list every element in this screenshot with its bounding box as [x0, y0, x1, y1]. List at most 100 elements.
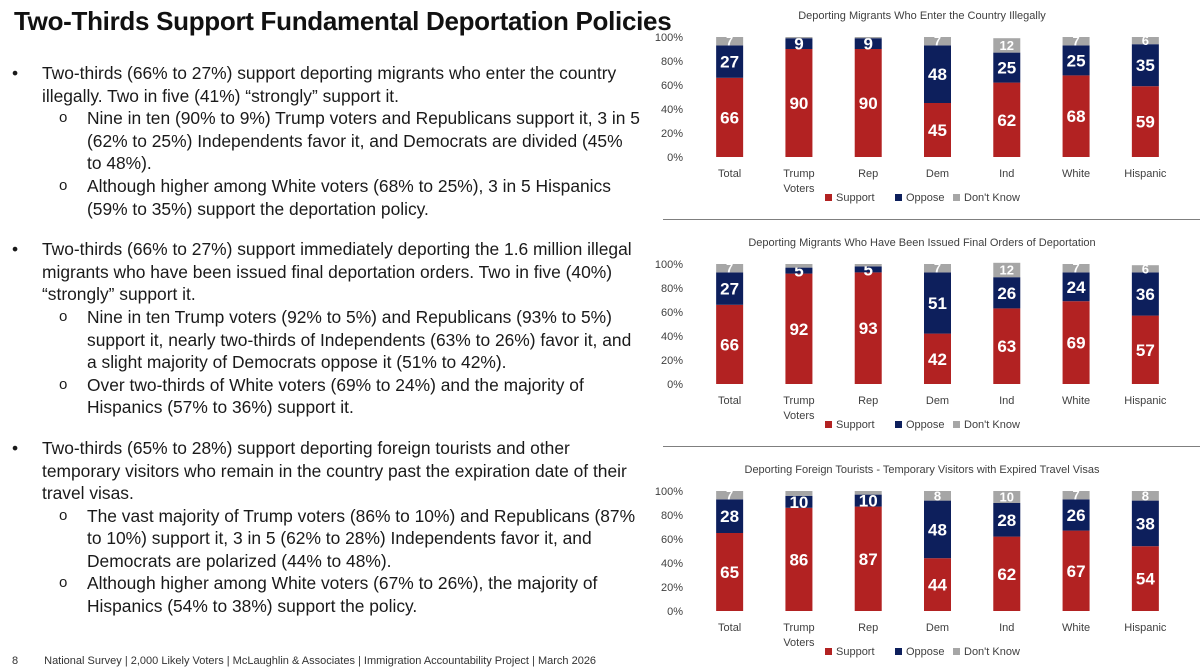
data-label: 8: [934, 488, 941, 503]
sub-bullet-item: o Although higher among White voters (68%…: [42, 175, 640, 220]
bar-segment-support: [1131, 86, 1159, 157]
bar-segment-don-t-know: [716, 37, 744, 46]
sub-bullet-item: o Over two-thirds of White voters (69% to…: [42, 374, 640, 419]
x-tick-label: Total: [718, 622, 741, 634]
data-label: 5: [794, 262, 803, 281]
bar-segment-oppose: [1062, 499, 1090, 531]
x-tick-label: Total: [718, 168, 741, 180]
data-label: 65: [720, 563, 739, 582]
data-label: 28: [720, 507, 739, 526]
charts-panel: Deporting Migrants Who Enter the Country…: [645, 0, 1200, 671]
data-label: 24: [1067, 278, 1086, 297]
sub-bullet-marker: o: [59, 574, 68, 592]
bullet-text: Two-thirds (66% to 27%) support deportin…: [42, 63, 617, 106]
legend-swatch: [895, 194, 902, 201]
page-title: Two-Thirds Support Fundamental Deportati…: [14, 6, 672, 36]
data-label: 45: [928, 121, 947, 140]
bar-segment-support: [785, 49, 813, 157]
sub-bullet-item: o The vast majority of Trump voters (86% …: [42, 505, 640, 573]
x-tick-label: Hispanic: [1124, 395, 1167, 407]
bar-segment-oppose: [785, 267, 813, 274]
chart-illegal-entry: Deporting Migrants Who Enter the Country…: [655, 10, 1167, 204]
data-label: 10: [789, 493, 808, 512]
bar-segment-support: [716, 533, 744, 611]
data-label: 27: [720, 280, 739, 299]
chart-final-orders: Deporting Migrants Who Have Been Issued …: [655, 237, 1167, 431]
bar-segment-oppose: [785, 38, 813, 49]
chart-title: Deporting Migrants Who Enter the Country…: [798, 10, 1046, 22]
data-label: 12: [1000, 38, 1014, 53]
bar-segment-don-t-know: [1062, 264, 1090, 273]
bar-segment-oppose: [924, 45, 951, 103]
bullet-dot: •: [12, 63, 19, 83]
page-number: 8: [12, 655, 19, 667]
data-label: 7: [726, 261, 733, 276]
legend-label: Support: [836, 419, 875, 431]
bar-segment-support: [993, 536, 1021, 611]
bar-segment-support: [854, 272, 882, 384]
bar-segment-support: [854, 506, 882, 611]
data-label: 6: [1142, 261, 1149, 276]
bar-segment-don-t-know: [785, 491, 813, 496]
bar-segment-don-t-know: [924, 264, 951, 273]
bar-segment-don-t-know: [924, 491, 951, 501]
bar-segment-oppose: [854, 494, 882, 507]
bar-segment-oppose: [993, 52, 1021, 83]
sub-bullet-item: o Although higher among White voters (67%…: [42, 572, 640, 617]
bar-segment-support: [993, 308, 1021, 384]
y-tick-label: 40%: [661, 331, 683, 343]
bar-segment-oppose: [854, 266, 882, 273]
data-label: 27: [720, 53, 739, 72]
y-tick-label: 80%: [661, 510, 683, 522]
sub-bullet-item: o Nine in ten Trump voters (92% to 5%) an…: [42, 306, 640, 374]
bar-segment-oppose: [924, 272, 951, 334]
bar-segment-oppose: [854, 38, 882, 49]
sub-bullet-marker: o: [59, 176, 68, 194]
bar-segment-don-t-know: [1131, 265, 1159, 273]
y-tick-label: 60%: [661, 307, 683, 319]
y-tick-label: 80%: [661, 56, 683, 68]
data-label: 7: [934, 261, 941, 276]
x-tick-label: Voters: [783, 410, 815, 422]
bar-segment-support: [924, 103, 951, 157]
bar-segment-don-t-know: [993, 38, 1021, 53]
data-label: 10: [1000, 490, 1014, 505]
data-label: 5: [863, 260, 872, 279]
bar-segment-don-t-know: [785, 264, 813, 268]
data-label: 7: [934, 34, 941, 49]
bullet-item: • Two-thirds (66% to 27%) support deport…: [10, 62, 640, 220]
data-label: 9: [863, 35, 872, 54]
y-tick-label: 0%: [667, 606, 683, 618]
data-label: 66: [720, 335, 739, 354]
data-label: 62: [997, 565, 1016, 584]
x-tick-label: Hispanic: [1124, 622, 1167, 634]
sub-bullet-text: Over two-thirds of White voters (69% to …: [87, 374, 584, 418]
bar-segment-support: [785, 507, 813, 611]
y-tick-label: 60%: [661, 534, 683, 546]
legend-swatch: [895, 648, 902, 655]
data-label: 7: [1072, 261, 1079, 276]
data-label: 66: [720, 108, 739, 127]
data-label: 92: [789, 320, 808, 339]
data-label: 90: [789, 94, 808, 113]
data-label: 26: [997, 284, 1016, 303]
bar-segment-oppose: [993, 277, 1021, 309]
data-label: 7: [1072, 488, 1079, 503]
sub-bullet-marker: o: [59, 506, 68, 524]
y-tick-label: 0%: [667, 379, 683, 391]
x-tick-label: Voters: [783, 183, 815, 195]
data-label: 87: [859, 550, 878, 569]
bar-segment-support: [1131, 546, 1159, 611]
legend-label: Don't Know: [964, 192, 1020, 204]
bar-segment-oppose: [1062, 45, 1090, 76]
bar-segment-oppose: [785, 495, 813, 508]
bar-segment-support: [1131, 315, 1159, 384]
x-tick-label: Dem: [926, 395, 949, 407]
bar-segment-support: [1062, 301, 1090, 384]
legend-swatch: [825, 421, 832, 428]
bar-segment-don-t-know: [993, 262, 1021, 278]
bar-segment-don-t-know: [1131, 491, 1159, 501]
x-tick-label: Rep: [858, 168, 878, 180]
data-label: 25: [997, 59, 1016, 78]
data-label: 10: [859, 492, 878, 511]
